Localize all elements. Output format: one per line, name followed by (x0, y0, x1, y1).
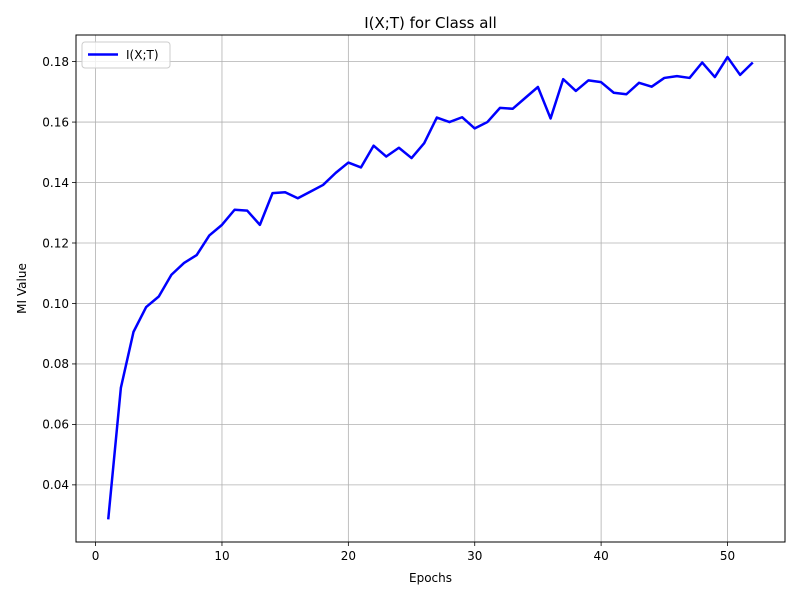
x-axis-label: Epochs (409, 571, 452, 585)
y-axis-ticks: 0.04 0.06 0.08 0.10 0.12 0.14 0.16 0.18 (42, 55, 76, 492)
y-tick-label: 0.06 (42, 418, 69, 432)
x-tick-label: 10 (214, 549, 229, 563)
chart-title: I(X;T) for Class all (364, 14, 497, 32)
legend-label: I(X;T) (126, 48, 159, 62)
plot-frame (75, 34, 786, 543)
y-tick-label: 0.18 (42, 55, 69, 69)
x-tick-label: 0 (92, 549, 100, 563)
series-line (106, 55, 754, 520)
x-tick-label: 40 (593, 549, 608, 563)
x-tick-label: 20 (341, 549, 356, 563)
grid (76, 35, 785, 542)
y-tick-label: 0.10 (42, 297, 69, 311)
x-tick-label: 30 (467, 549, 482, 563)
y-axis-label: MI Value (15, 263, 29, 314)
legend: I(X;T) (81, 41, 171, 69)
x-tick-label: 50 (720, 549, 735, 563)
y-tick-label: 0.08 (42, 357, 69, 371)
series-layer (106, 55, 754, 520)
legend-box (81, 41, 171, 69)
y-tick-label: 0.14 (42, 176, 69, 190)
y-tick-label: 0.16 (42, 115, 69, 129)
y-tick-label: 0.12 (42, 236, 69, 250)
x-axis-ticks: 0 10 20 30 40 50 (92, 542, 735, 563)
y-tick-label: 0.04 (42, 478, 69, 492)
